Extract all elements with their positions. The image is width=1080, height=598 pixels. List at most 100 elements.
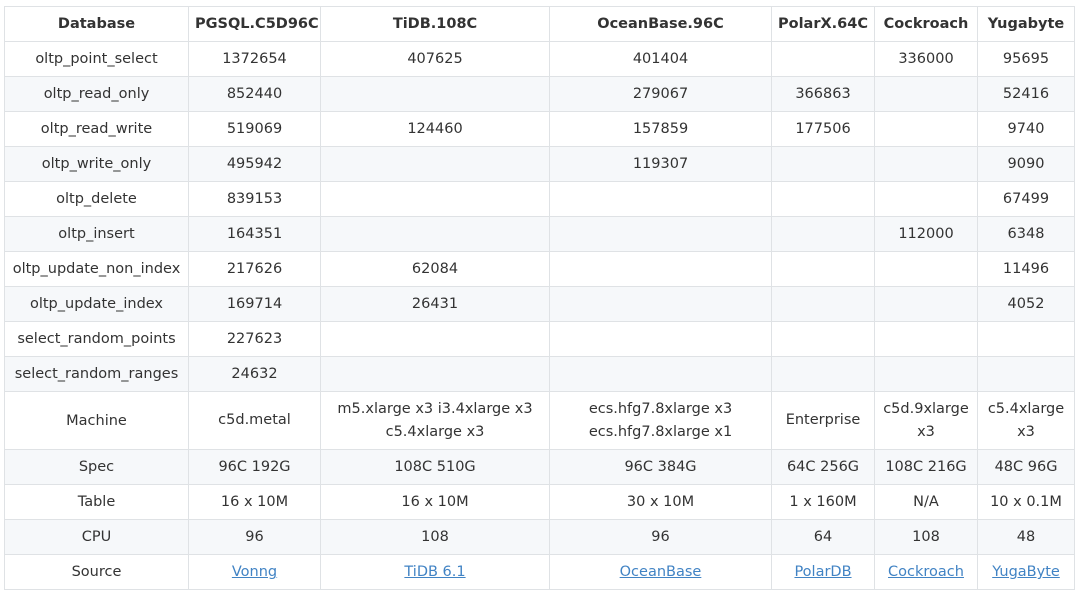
row-label: oltp_update_index xyxy=(4,286,189,322)
row-label: Table xyxy=(4,484,189,520)
table-cell: 1372654 xyxy=(188,41,321,77)
table-cell xyxy=(977,321,1075,357)
machine-cell-polarx: Enterprise xyxy=(771,391,875,450)
table-row: oltp_delete 839153 67499 xyxy=(4,181,1075,217)
table-cell: 108C 510G xyxy=(320,449,550,485)
source-row: Source Vonng TiDB 6.1 OceanBase PolarDB … xyxy=(4,554,1075,590)
table-cell xyxy=(874,321,978,357)
row-label: select_random_points xyxy=(4,321,189,357)
table-row: select_random_ranges 24632 xyxy=(4,356,1075,392)
table-cell: Cockroach xyxy=(874,554,978,590)
table-cell: 6348 xyxy=(977,216,1075,252)
table-cell xyxy=(549,216,772,252)
table-cell: 164351 xyxy=(188,216,321,252)
row-label: oltp_insert xyxy=(4,216,189,252)
table-cell: 16 x 10M xyxy=(320,484,550,520)
table-cell xyxy=(320,146,550,182)
table-row: oltp_update_non_index 217626 62084 11496 xyxy=(4,251,1075,287)
table-cell: 119307 xyxy=(549,146,772,182)
table-cell xyxy=(549,181,772,217)
table-cell: 67499 xyxy=(977,181,1075,217)
table-cell xyxy=(320,356,550,392)
table-cell: 24632 xyxy=(188,356,321,392)
table-cell: 217626 xyxy=(188,251,321,287)
table-cell xyxy=(874,111,978,147)
row-label: oltp_write_only xyxy=(4,146,189,182)
table-row: select_random_points 227623 xyxy=(4,321,1075,357)
table-cell xyxy=(771,216,875,252)
source-link-cockroach[interactable]: Cockroach xyxy=(888,564,964,580)
table-cell: 227623 xyxy=(188,321,321,357)
row-label: oltp_update_non_index xyxy=(4,251,189,287)
table-cell: 64C 256G xyxy=(771,449,875,485)
table-cell: 157859 xyxy=(549,111,772,147)
table-cell: 108C 216G xyxy=(874,449,978,485)
header-row: Database PGSQL.C5D96C TiDB.108C OceanBas… xyxy=(4,6,1075,42)
row-label: Machine xyxy=(4,391,189,450)
table-cell: YugaByte xyxy=(977,554,1075,590)
column-header: Cockroach xyxy=(874,6,978,42)
row-label: oltp_point_select xyxy=(4,41,189,77)
table-cell: 10 x 0.1M xyxy=(977,484,1075,520)
table-cell: 177506 xyxy=(771,111,875,147)
cpu-row: CPU 96 108 96 64 108 48 xyxy=(4,519,1075,555)
table-cell: 26431 xyxy=(320,286,550,322)
table-cell: OceanBase xyxy=(549,554,772,590)
table-cell xyxy=(771,146,875,182)
table-cell xyxy=(771,41,875,77)
source-link-yugabyte[interactable]: YugaByte xyxy=(992,564,1060,580)
table-cell: 52416 xyxy=(977,76,1075,112)
machine-row: Machine c5d.metal m5.xlarge x3 i3.4xlarg… xyxy=(4,391,1075,450)
table-cell: TiDB 6.1 xyxy=(320,554,550,590)
table-row: oltp_point_select 1372654 407625 401404 … xyxy=(4,41,1075,77)
row-label: oltp_read_only xyxy=(4,76,189,112)
table-cell: 1 x 160M xyxy=(771,484,875,520)
source-link-tidb[interactable]: TiDB 6.1 xyxy=(404,564,466,580)
source-link-vonng[interactable]: Vonng xyxy=(231,564,278,580)
table-cell xyxy=(874,76,978,112)
table-cell xyxy=(549,356,772,392)
machine-cell-pgsql: c5d.metal xyxy=(188,391,321,450)
table-cell xyxy=(874,356,978,392)
table-cell xyxy=(771,321,875,357)
column-header: Yugabyte xyxy=(977,6,1075,42)
table-cell xyxy=(549,321,772,357)
table-cell: Vonng xyxy=(188,554,321,590)
table-cell: 124460 xyxy=(320,111,550,147)
row-label: CPU xyxy=(4,519,189,555)
table-cell xyxy=(320,181,550,217)
table-cell: 96C 192G xyxy=(188,449,321,485)
table-cell: 62084 xyxy=(320,251,550,287)
table-cell: 96C 384G xyxy=(549,449,772,485)
source-link-polardb[interactable]: PolarDB xyxy=(794,564,852,580)
table-cell: 96 xyxy=(549,519,772,555)
table-cell: 839153 xyxy=(188,181,321,217)
column-header: OceanBase.96C xyxy=(549,6,772,42)
table-row: oltp_read_only 852440 279067 366863 5241… xyxy=(4,76,1075,112)
row-label: oltp_read_write xyxy=(4,111,189,147)
table-cell xyxy=(771,356,875,392)
table-row: oltp_insert 164351 112000 6348 xyxy=(4,216,1075,252)
machine-cell-cockroach: c5d.9xlarge x3 xyxy=(874,391,978,450)
table-cell: 279067 xyxy=(549,76,772,112)
table-cell xyxy=(320,216,550,252)
table-cell: 9090 xyxy=(977,146,1075,182)
column-header: PolarX.64C xyxy=(771,6,875,42)
table-cell: 336000 xyxy=(874,41,978,77)
row-label: Source xyxy=(4,554,189,590)
table-cell: 30 x 10M xyxy=(549,484,772,520)
table-cell: 112000 xyxy=(874,216,978,252)
table-cell xyxy=(874,286,978,322)
table-cell xyxy=(977,356,1075,392)
table-cell: PolarDB xyxy=(771,554,875,590)
source-link-oceanbase[interactable]: OceanBase xyxy=(619,564,702,580)
table-cell: 48C 96G xyxy=(977,449,1075,485)
machine-cell-yugabyte: c5.4xlarge x3 xyxy=(977,391,1075,450)
table-cell: 407625 xyxy=(320,41,550,77)
table-cell: 16 x 10M xyxy=(188,484,321,520)
table-cell: 366863 xyxy=(771,76,875,112)
table-cell xyxy=(320,321,550,357)
row-label: Spec xyxy=(4,449,189,485)
table-cell xyxy=(874,251,978,287)
table-cell xyxy=(549,286,772,322)
